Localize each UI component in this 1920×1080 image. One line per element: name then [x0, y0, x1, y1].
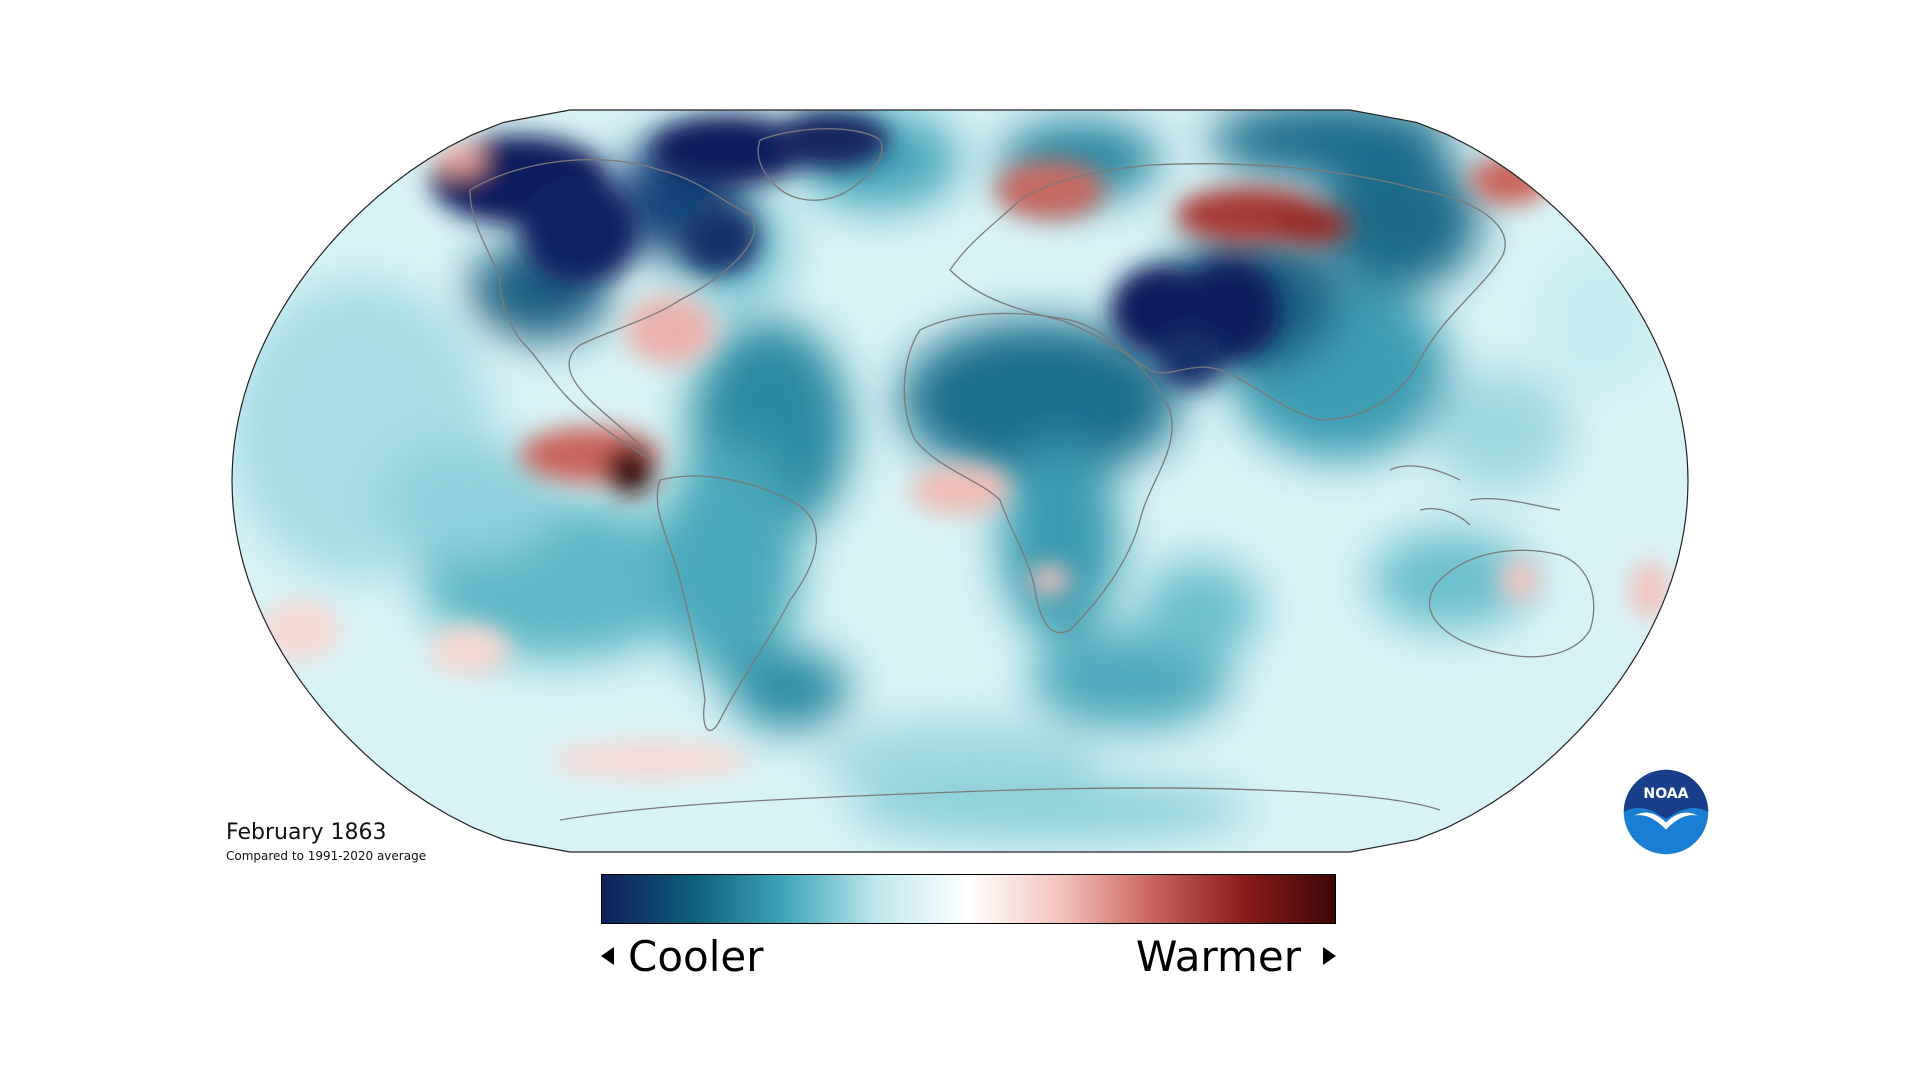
logo-circle-top: [1623, 769, 1709, 820]
map-subtitle: Compared to 1991-2020 average: [226, 849, 427, 863]
south-america-outline: [656, 475, 817, 732]
north-america-outline: [469, 158, 756, 461]
anomaly-blobs: [232, 110, 1660, 840]
africa-outline: [903, 312, 1173, 634]
anomaly-field: [232, 110, 1688, 852]
right-arrow-icon: [1323, 947, 1336, 965]
se-asia-islands-outline: [1389, 465, 1561, 526]
continent-outlines: [469, 128, 1595, 821]
antarctica-outline: [559, 787, 1441, 821]
map-title: February 1863: [226, 820, 387, 845]
color-scale-bar: [601, 874, 1336, 924]
logo-bird: [1634, 812, 1698, 830]
warmer-legend-label: Warmer: [1136, 928, 1336, 984]
noaa-logo-icon: NOAA: [1623, 769, 1709, 855]
logo-text: NOAA: [1643, 786, 1688, 802]
cooler-label: Cooler: [628, 931, 764, 981]
warmer-label: Warmer: [1135, 931, 1301, 981]
greenland-outline: [757, 128, 883, 201]
left-arrow-icon: [601, 947, 614, 965]
eurasia-outline: [949, 163, 1506, 421]
australia-outline: [1428, 549, 1595, 658]
anomaly-cores: [260, 110, 1670, 778]
cooler-legend-label: Cooler: [601, 928, 764, 984]
map-border: [231, 109, 1689, 853]
